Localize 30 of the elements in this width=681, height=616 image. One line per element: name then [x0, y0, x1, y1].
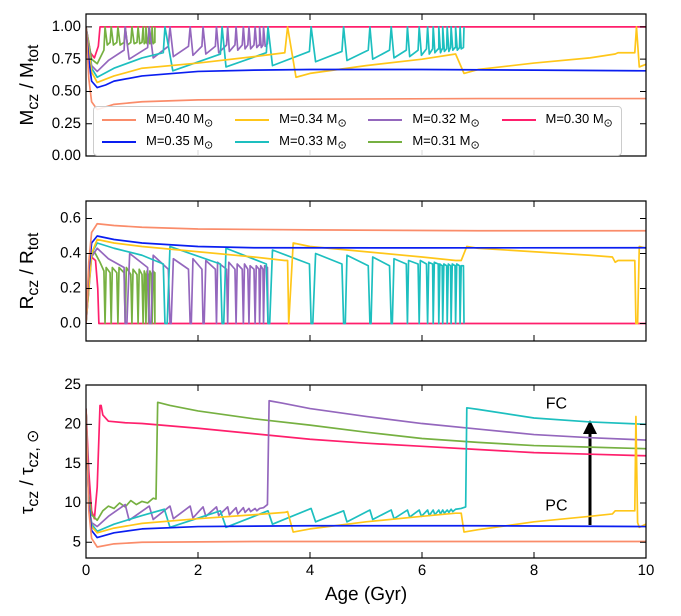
- y-tick-label: 0.4: [60, 244, 81, 262]
- legend-label: M=0.34 M$_{⊙}$: [279, 111, 346, 130]
- x-tick-label: 2: [194, 562, 202, 580]
- y-tick-label: 0.2: [60, 280, 81, 297]
- legend-label: M=0.33 M$_{⊙}$: [279, 132, 346, 152]
- annotation: PC: [545, 498, 568, 515]
- y-tick-label: 0.0: [60, 314, 81, 332]
- y-tick-label: 0.00: [52, 147, 81, 164]
- y-tick-label: 15: [64, 454, 81, 472]
- x-axis-title: Age (Gyr): [324, 584, 408, 606]
- x-tick-label: 0: [82, 562, 90, 580]
- y-tick-label: 20: [64, 415, 81, 432]
- y-tick-label: 0.75: [52, 50, 81, 68]
- legend-label: M=0.40 M$_{⊙}$: [146, 111, 214, 130]
- y-tick-label: 1.00: [52, 18, 81, 36]
- x-tick-label: 8: [530, 562, 538, 580]
- legend-label: M=0.32 M$_{⊙}$: [412, 111, 480, 130]
- x-tick-label: 4: [306, 562, 314, 580]
- x-tick-label: 10: [638, 562, 654, 580]
- legend-label: M=0.31 M$_{⊙}$: [412, 132, 480, 152]
- y-tick-label: 5: [72, 533, 81, 550]
- y-tick-label: 0.25: [52, 114, 81, 132]
- x-tick-label: 6: [418, 562, 426, 580]
- legend-label: M=0.35 M$_{⊙}$: [146, 132, 214, 152]
- y-tick-label: 10: [64, 494, 81, 512]
- y-tick-label: 25: [64, 376, 81, 394]
- y-tick-label: 0.50: [52, 82, 81, 100]
- annotation: FC: [546, 395, 568, 412]
- legend-label: M=0.30 M$_{⊙}$: [546, 111, 613, 130]
- y-tick-label: 0.6: [60, 210, 81, 227]
